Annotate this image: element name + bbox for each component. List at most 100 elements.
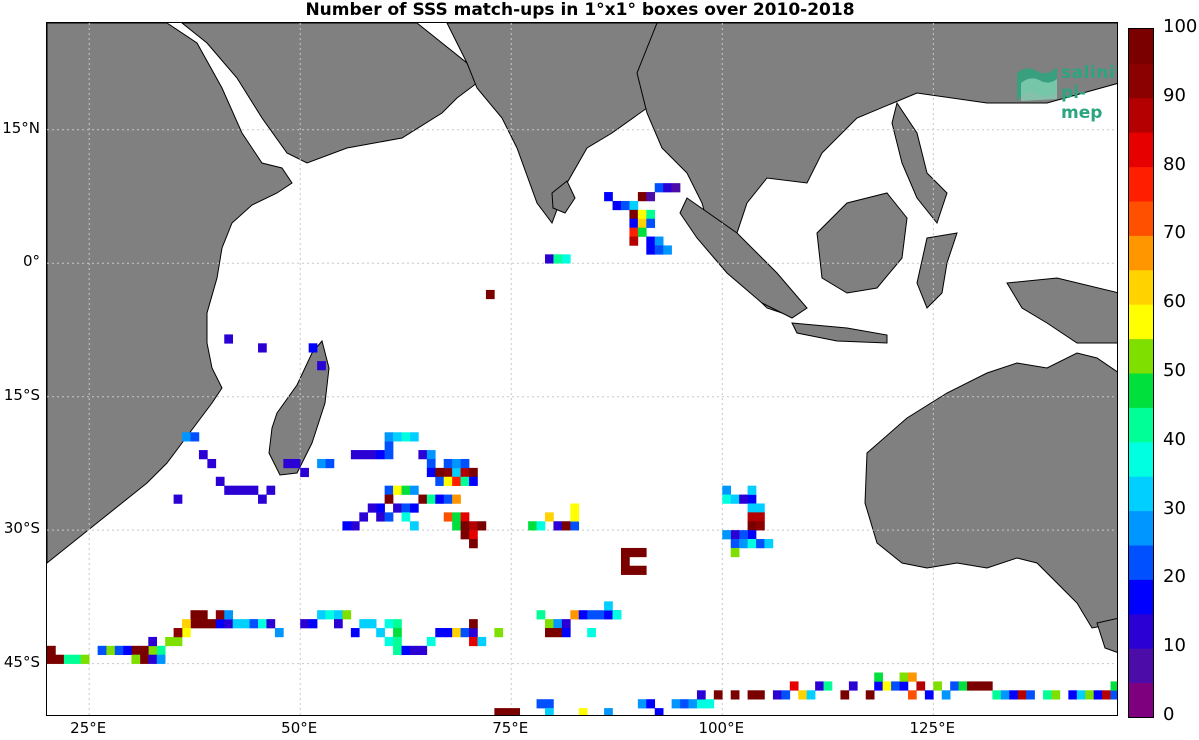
heatmap-cell <box>148 636 158 647</box>
heatmap-cell <box>258 343 267 353</box>
colorbar-segment <box>1129 132 1153 168</box>
heatmap-cell <box>409 645 419 656</box>
heatmap-cell <box>241 485 250 495</box>
heatmap-cell <box>452 628 461 638</box>
heatmap-cell <box>654 236 664 246</box>
heatmap-cell <box>359 450 369 460</box>
heatmap-cell <box>224 334 234 344</box>
heatmap-cell <box>739 539 748 549</box>
salinity-pimep-logo: salinity pi-mep <box>1015 63 1117 123</box>
heatmap-cell <box>241 619 250 629</box>
heatmap-cell <box>376 628 385 638</box>
heatmap-cell <box>359 512 369 522</box>
lat-tick-label: 15°S <box>3 385 40 404</box>
heatmap-cell <box>198 610 208 620</box>
heatmap-cell <box>224 619 234 629</box>
heatmap-cell <box>215 619 225 629</box>
colorbar-segment <box>1129 648 1153 684</box>
heatmap-cell <box>620 200 630 211</box>
heatmap-cell <box>232 619 242 629</box>
heatmap-cell <box>409 485 419 495</box>
heatmap-cell <box>1093 690 1103 700</box>
heatmap-cell <box>916 681 926 691</box>
heatmap-cell <box>215 476 225 486</box>
heatmap-cell <box>173 636 183 647</box>
heatmap-cell <box>663 245 672 255</box>
heatmap-cell <box>646 218 656 228</box>
heatmap-cell <box>747 503 757 513</box>
heatmap-cell <box>494 708 504 715</box>
heatmap-cell <box>578 610 588 620</box>
heatmap-cell <box>156 654 166 664</box>
heatmap-cell <box>747 512 757 522</box>
heatmap-cell <box>789 681 799 691</box>
heatmap-cell <box>384 636 394 647</box>
heatmap-cell <box>469 476 478 486</box>
heatmap-cell <box>452 521 461 531</box>
heatmap-cell <box>359 619 369 629</box>
heatmap-cell <box>646 192 656 202</box>
heatmap-cell <box>637 227 647 237</box>
colorbar-segment <box>1129 510 1153 546</box>
heatmap-cell <box>604 601 613 611</box>
map-title: Number of SSS match-ups in 1°x1° boxes o… <box>305 0 855 20</box>
colorbar-segment <box>1129 235 1153 271</box>
colorbar-tick-label: 50 <box>1163 360 1186 381</box>
heatmap-cell <box>300 467 309 478</box>
logo-line1: salinity <box>1061 63 1117 83</box>
heatmap-cell <box>435 476 445 486</box>
colorbar-segment <box>1129 476 1153 512</box>
heatmap-cell <box>688 699 698 709</box>
colorbar-segment <box>1129 338 1153 374</box>
heatmap-cell <box>637 218 647 228</box>
colorbar-tick-label: 70 <box>1163 222 1186 244</box>
heatmap-cell <box>317 458 326 469</box>
heatmap-cell <box>469 530 478 540</box>
heatmap-cell <box>207 619 217 629</box>
heatmap-cell <box>629 209 639 220</box>
heatmap-cell <box>722 494 732 504</box>
heatmap-cell <box>629 565 639 575</box>
heatmap-cell <box>173 494 183 504</box>
heatmap-cell <box>258 494 267 504</box>
heatmap-cell <box>460 467 470 478</box>
heatmap-cell <box>131 654 141 664</box>
heatmap-cell <box>730 539 740 549</box>
colorbar-tick-label: 100 <box>1163 16 1198 37</box>
colorbar-tick-label: 40 <box>1163 428 1186 450</box>
heatmap-cell <box>317 610 326 620</box>
heatmap-cell <box>249 619 259 629</box>
heatmap-cell <box>435 494 445 504</box>
lat-tick-label: 0° <box>22 252 40 271</box>
heatmap-cell <box>806 690 816 700</box>
heatmap-cell <box>713 690 723 700</box>
heatmap-cell <box>139 654 149 664</box>
srilanka-landmass <box>551 180 576 214</box>
heatmap-cell <box>426 458 436 469</box>
colorbar-tick-label: 20 <box>1163 566 1186 588</box>
heatmap-cell <box>756 539 765 549</box>
heatmap-cell <box>350 450 360 460</box>
heatmap-cell <box>587 610 596 620</box>
sulawesi-landmass <box>916 232 958 309</box>
heatmap-cell <box>443 476 453 486</box>
heatmap-cell <box>469 521 478 531</box>
heatmap-cell <box>722 530 732 540</box>
heatmap-cell <box>646 209 656 220</box>
heatmap-cell <box>207 458 217 469</box>
heatmap-cell <box>756 512 765 522</box>
heatmap-cell <box>384 512 394 522</box>
heatmap-cell <box>604 610 613 620</box>
heatmap-cell <box>342 610 352 620</box>
lon-tick-label: 75°E <box>492 719 529 737</box>
heatmap-cell <box>545 628 554 638</box>
colorbar-segment <box>1129 579 1153 615</box>
heatmap-cell <box>620 547 630 558</box>
heatmap-cell <box>1085 690 1094 700</box>
heatmap-cell <box>122 645 132 656</box>
heatmap-cell <box>190 432 200 442</box>
heatmap-cell <box>545 254 554 264</box>
heatmap-cell <box>612 200 622 211</box>
heatmap-cell <box>97 645 107 656</box>
colorbar-tick-label: 60 <box>1163 291 1186 313</box>
